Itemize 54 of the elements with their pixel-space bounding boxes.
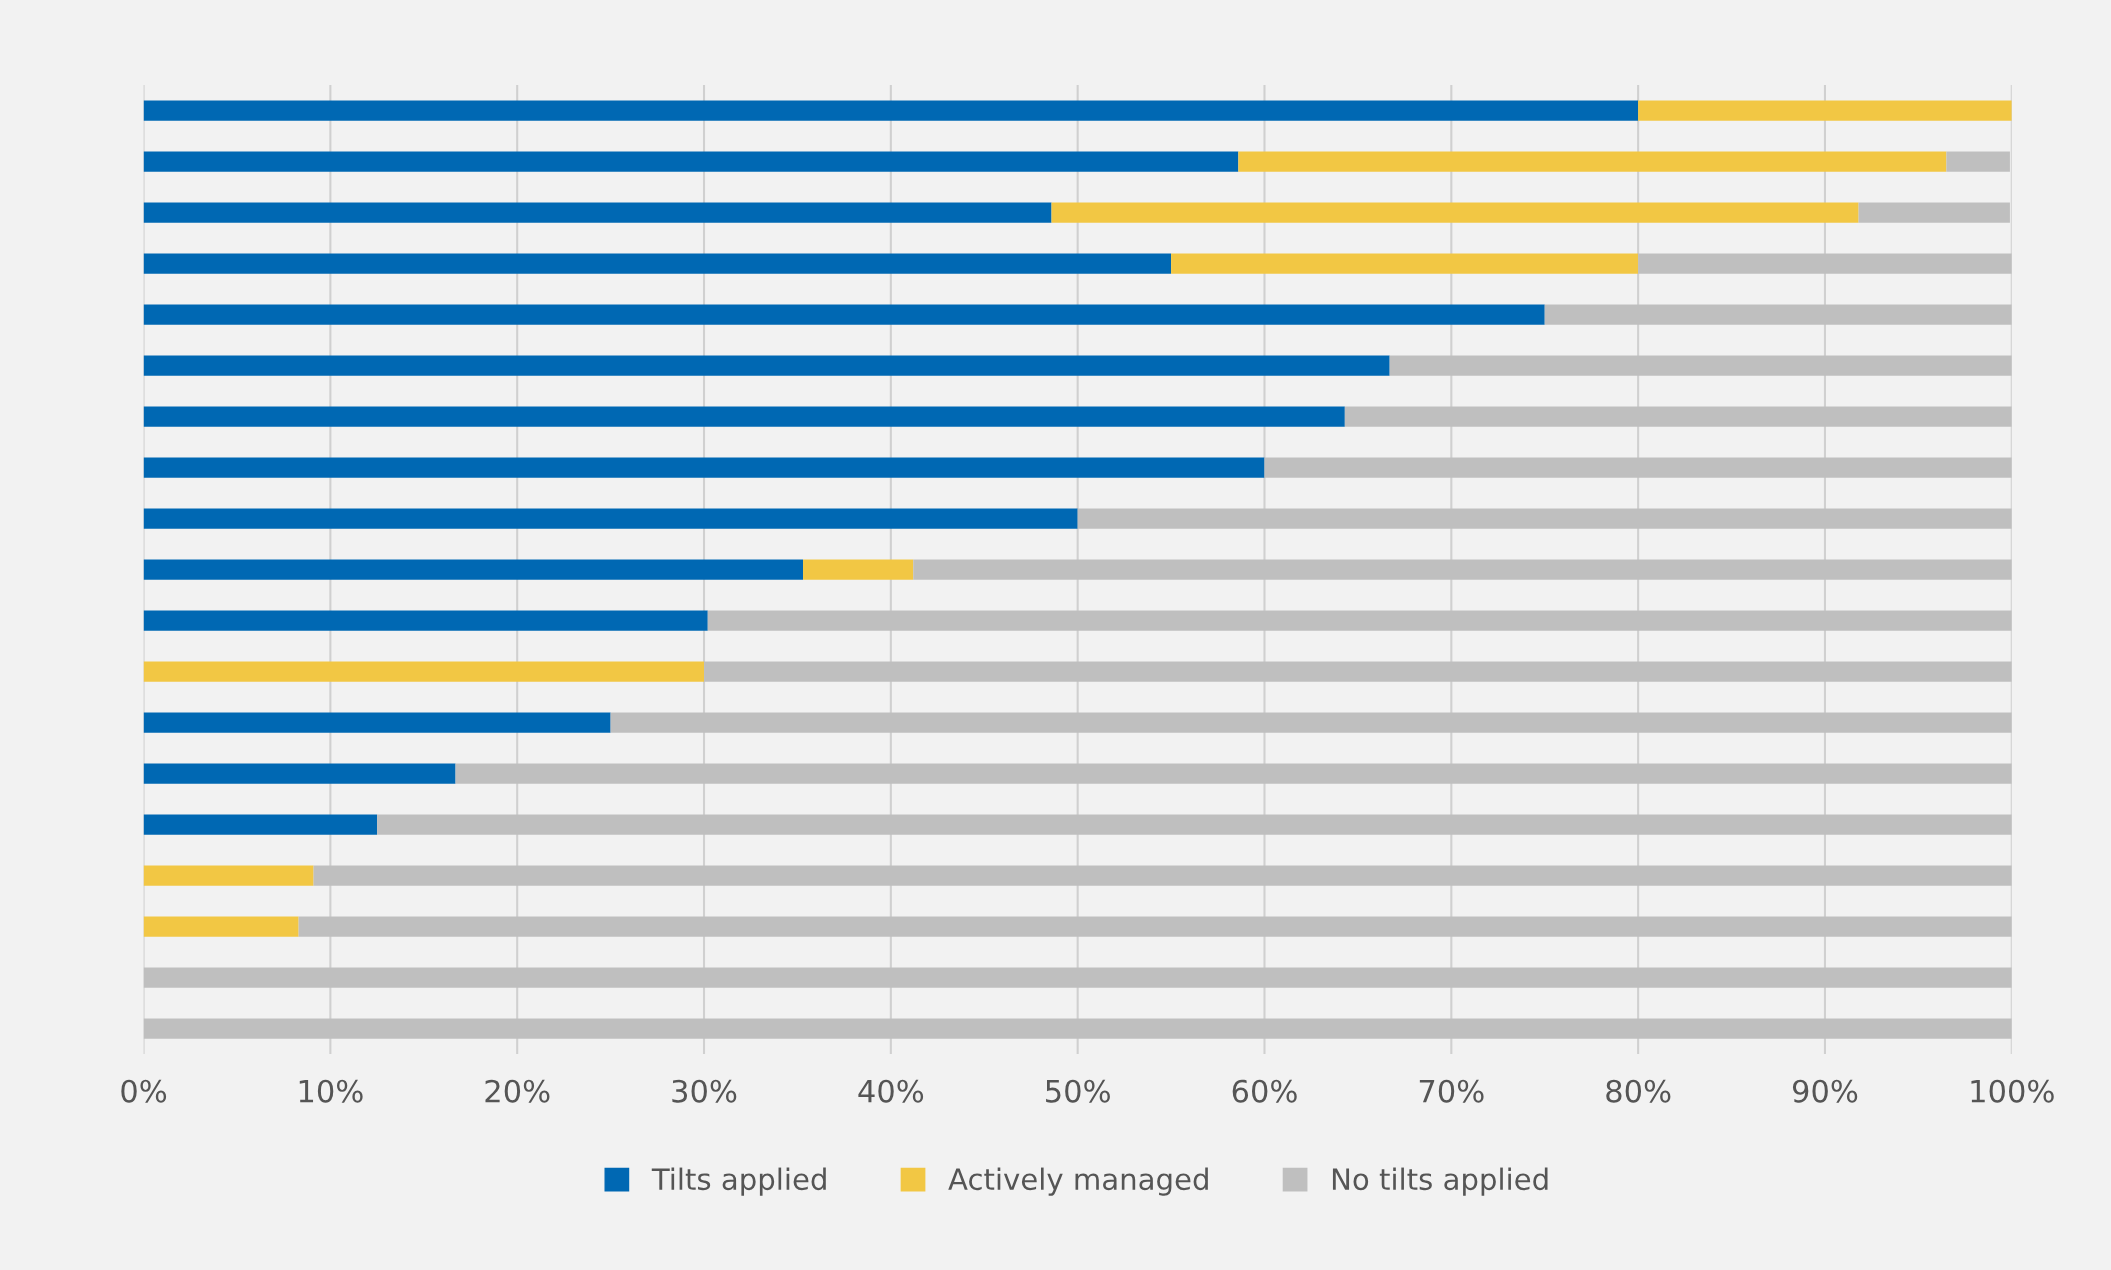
x-tick-label: 30% [672, 1079, 737, 1103]
bar [377, 814, 2012, 835]
bar [1638, 100, 2012, 121]
x-tick-label: 80% [1606, 1079, 1671, 1103]
bar [1946, 151, 2010, 172]
bar [1238, 151, 1947, 172]
x-tick-label: 10% [299, 1079, 363, 1103]
bar [143, 763, 456, 784]
bar [143, 355, 1390, 376]
bar [143, 100, 1639, 121]
x-tick-label: 100% [1971, 1079, 2054, 1103]
bar [1264, 457, 2012, 478]
bar [143, 967, 2012, 988]
bar [143, 814, 378, 835]
x-tick-label: 0% [121, 1079, 167, 1103]
bar [1171, 253, 1639, 274]
bar [610, 712, 2012, 733]
bar [1077, 508, 2012, 529]
bar [704, 661, 2012, 682]
bar [143, 865, 314, 886]
bar [143, 457, 1265, 478]
bar [143, 712, 611, 733]
bar [1858, 202, 2010, 223]
x-tick-label: 50% [1046, 1079, 1110, 1103]
legend-label: Actively managed [948, 1167, 1208, 1196]
bar [143, 202, 1052, 223]
x-tick-label: 60% [1232, 1079, 1297, 1103]
bar [298, 916, 2012, 937]
bar [313, 865, 2012, 886]
bar [143, 508, 1078, 529]
bar [143, 559, 804, 580]
bar [1638, 253, 2012, 274]
bar [143, 916, 299, 937]
bar [143, 610, 708, 631]
bar [1051, 202, 1859, 223]
x-tick-label: 70% [1419, 1079, 1484, 1103]
x-tick-label: 90% [1792, 1079, 1858, 1103]
bar [1344, 406, 2012, 427]
bar [455, 763, 2012, 784]
bar [143, 304, 1545, 325]
bar [143, 406, 1345, 427]
bar [1544, 304, 2012, 325]
legend-label: Tilts applied [651, 1167, 826, 1196]
bar [803, 559, 914, 580]
bar [913, 559, 2012, 580]
x-tick-label: 40% [858, 1079, 924, 1103]
x-tick-label: 20% [485, 1079, 550, 1103]
bar [143, 253, 1172, 274]
bar [143, 151, 1239, 172]
bar [143, 1018, 2012, 1039]
bar [143, 661, 705, 682]
legend-label: No tilts applied [1332, 1167, 1548, 1196]
bar [707, 610, 2012, 631]
bar [1389, 355, 2012, 376]
